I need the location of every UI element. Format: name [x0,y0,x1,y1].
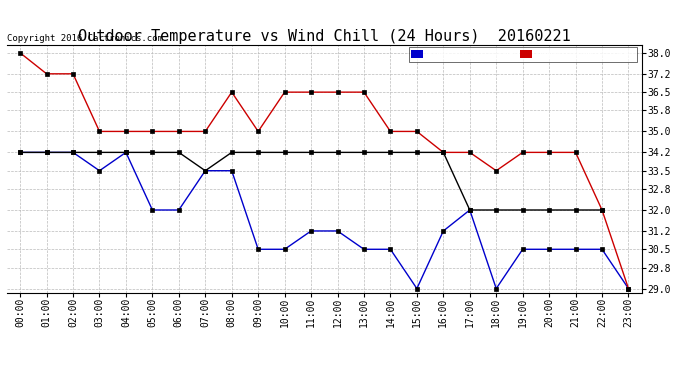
Text: Copyright 2016 Cartronics.com: Copyright 2016 Cartronics.com [7,33,163,42]
Title: Outdoor Temperature vs Wind Chill (24 Hours)  20160221: Outdoor Temperature vs Wind Chill (24 Ho… [78,29,571,44]
Legend: Wind Chill  (°F), Temperature  (°F): Wind Chill (°F), Temperature (°F) [409,47,637,62]
